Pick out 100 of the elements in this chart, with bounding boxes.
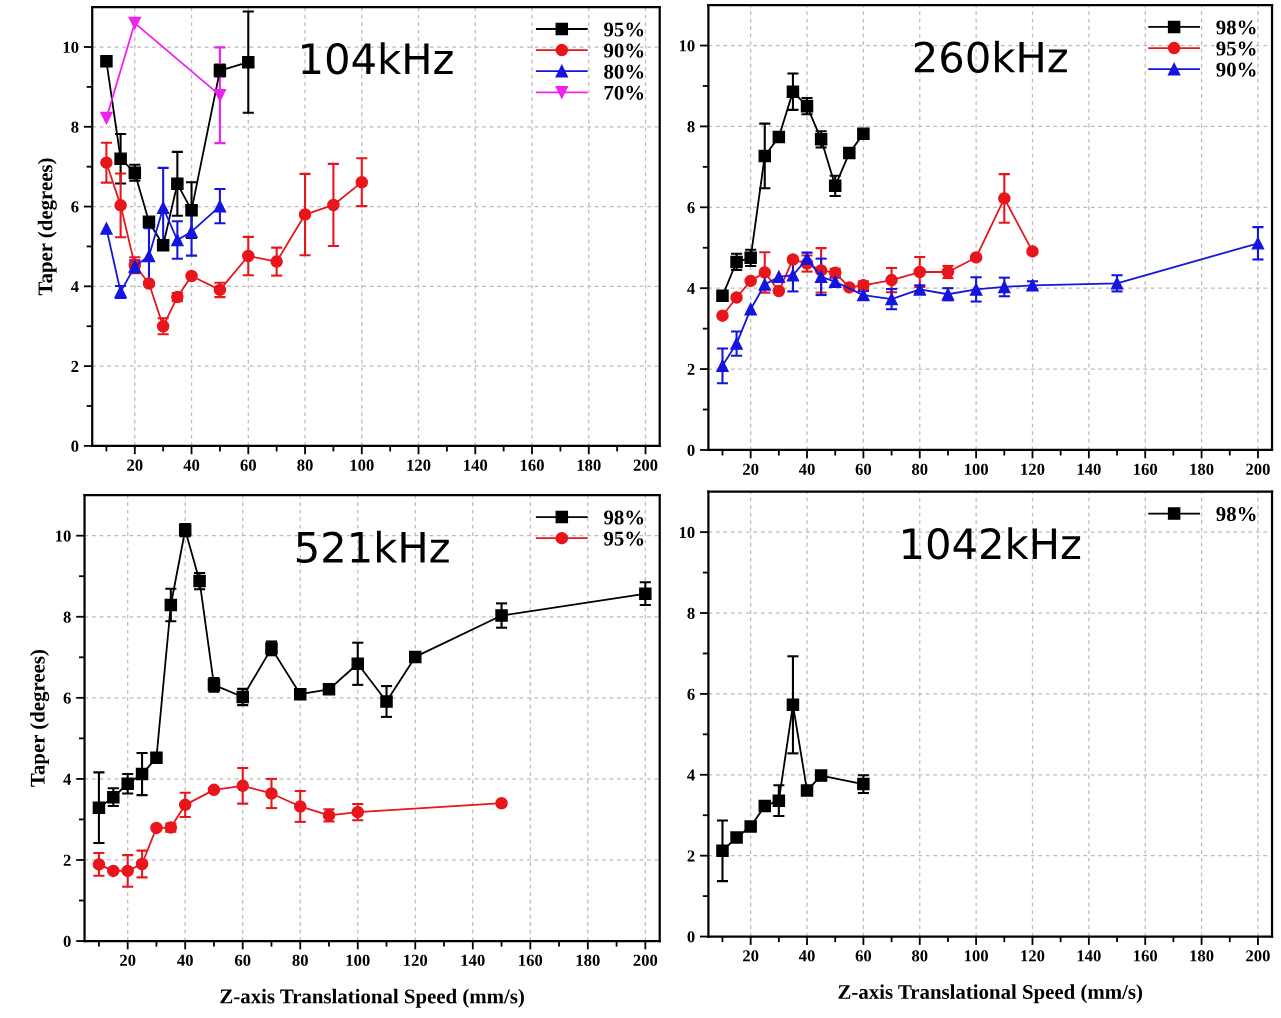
y-tick-label: 0: [687, 444, 695, 456]
y-tick-label: 6: [71, 201, 79, 213]
point: [207, 783, 221, 797]
legend-label: 90%: [604, 43, 644, 58]
legend-label: 80%: [604, 64, 644, 79]
x-tick-label: 80: [297, 459, 313, 471]
point: [185, 269, 198, 283]
point: [843, 146, 856, 160]
point: [121, 777, 134, 791]
y-tick-label: 8: [63, 611, 71, 623]
legend-label: 98%: [1216, 507, 1256, 522]
point: [164, 598, 178, 612]
point: [772, 794, 786, 807]
x-tick-label: 140: [464, 459, 488, 471]
point: [92, 801, 106, 814]
point: [814, 270, 828, 284]
x-tick-label: 100: [964, 463, 988, 475]
point: [998, 280, 1011, 294]
point: [100, 55, 113, 68]
legend-label: 90%: [1216, 62, 1256, 77]
point: [322, 683, 336, 696]
point: [772, 284, 786, 298]
point: [156, 201, 170, 215]
legend-label: 95%: [1216, 41, 1256, 56]
y-tick-label: 4: [687, 769, 695, 781]
point: [100, 111, 113, 125]
y-tick-label: 0: [687, 931, 695, 943]
point: [298, 208, 312, 221]
point: [786, 253, 800, 266]
x-tick-label: 60: [855, 950, 872, 962]
x-tick-label: 200: [1246, 463, 1270, 475]
x-tick-label: 200: [633, 459, 658, 471]
point: [270, 255, 283, 268]
x-tick-label: 120: [404, 954, 428, 966]
y-tick-label: 6: [687, 202, 695, 214]
x-tick-label: 60: [240, 459, 256, 471]
point: [150, 821, 163, 835]
y-tick-label: 2: [71, 360, 79, 372]
point: [857, 127, 870, 140]
point: [730, 337, 743, 350]
legend-label: 98%: [604, 510, 644, 525]
point: [100, 156, 113, 169]
y-axis-title: Taper (degrees): [30, 650, 50, 787]
x-tick-label: 20: [120, 954, 136, 966]
point: [716, 289, 729, 303]
point: [998, 192, 1011, 205]
point: [1251, 237, 1265, 250]
point: [293, 687, 307, 701]
point: [730, 291, 743, 304]
point: [969, 283, 983, 296]
y-tick-label: 2: [687, 850, 695, 862]
point: [135, 857, 149, 871]
x-tick-label: 200: [633, 954, 658, 966]
point: [716, 309, 729, 322]
point: [730, 831, 743, 844]
x-tick-label: 40: [177, 954, 193, 966]
x-tick-label: 140: [1077, 463, 1101, 475]
point: [351, 657, 365, 671]
legend-label: 70%: [604, 85, 644, 100]
point: [178, 798, 192, 812]
point: [171, 177, 184, 191]
legend-label: 98%: [1216, 20, 1256, 35]
point: [135, 767, 149, 781]
point: [409, 650, 422, 664]
x-tick-label: 100: [346, 954, 370, 966]
point: [772, 130, 786, 144]
point: [242, 55, 255, 69]
point: [969, 251, 983, 264]
point: [772, 270, 786, 284]
text: 260kHz: [914, 40, 1067, 73]
point: [128, 16, 142, 30]
point: [121, 864, 134, 878]
x-tick-label: 160: [519, 954, 543, 966]
y-tick-label: 2: [63, 854, 71, 866]
x-tick-label: 60: [855, 463, 872, 475]
x-tick-label: 100: [964, 950, 988, 962]
legend-label: 95%: [604, 22, 644, 37]
point: [786, 85, 800, 98]
y-tick-label: 0: [71, 440, 79, 452]
x-tick-label: 20: [127, 459, 143, 471]
legend-label: 95%: [604, 531, 644, 546]
point: [758, 278, 772, 291]
y-axis-title: Taper (degrees): [37, 158, 57, 296]
x-tick-label: 20: [743, 463, 759, 475]
point: [828, 179, 842, 193]
x-tick-label: 180: [576, 954, 600, 966]
point: [107, 790, 120, 804]
point: [495, 609, 508, 622]
point: [114, 199, 127, 212]
point: [758, 149, 772, 163]
point: [156, 239, 170, 252]
point: [758, 266, 772, 279]
point: [716, 844, 729, 858]
point: [142, 215, 156, 228]
point: [380, 695, 393, 708]
point: [100, 222, 113, 235]
y-tick-label: 4: [687, 283, 695, 294]
point: [716, 359, 729, 373]
x-tick-label: 180: [1190, 463, 1214, 475]
y-tick-label: 10: [679, 526, 695, 539]
